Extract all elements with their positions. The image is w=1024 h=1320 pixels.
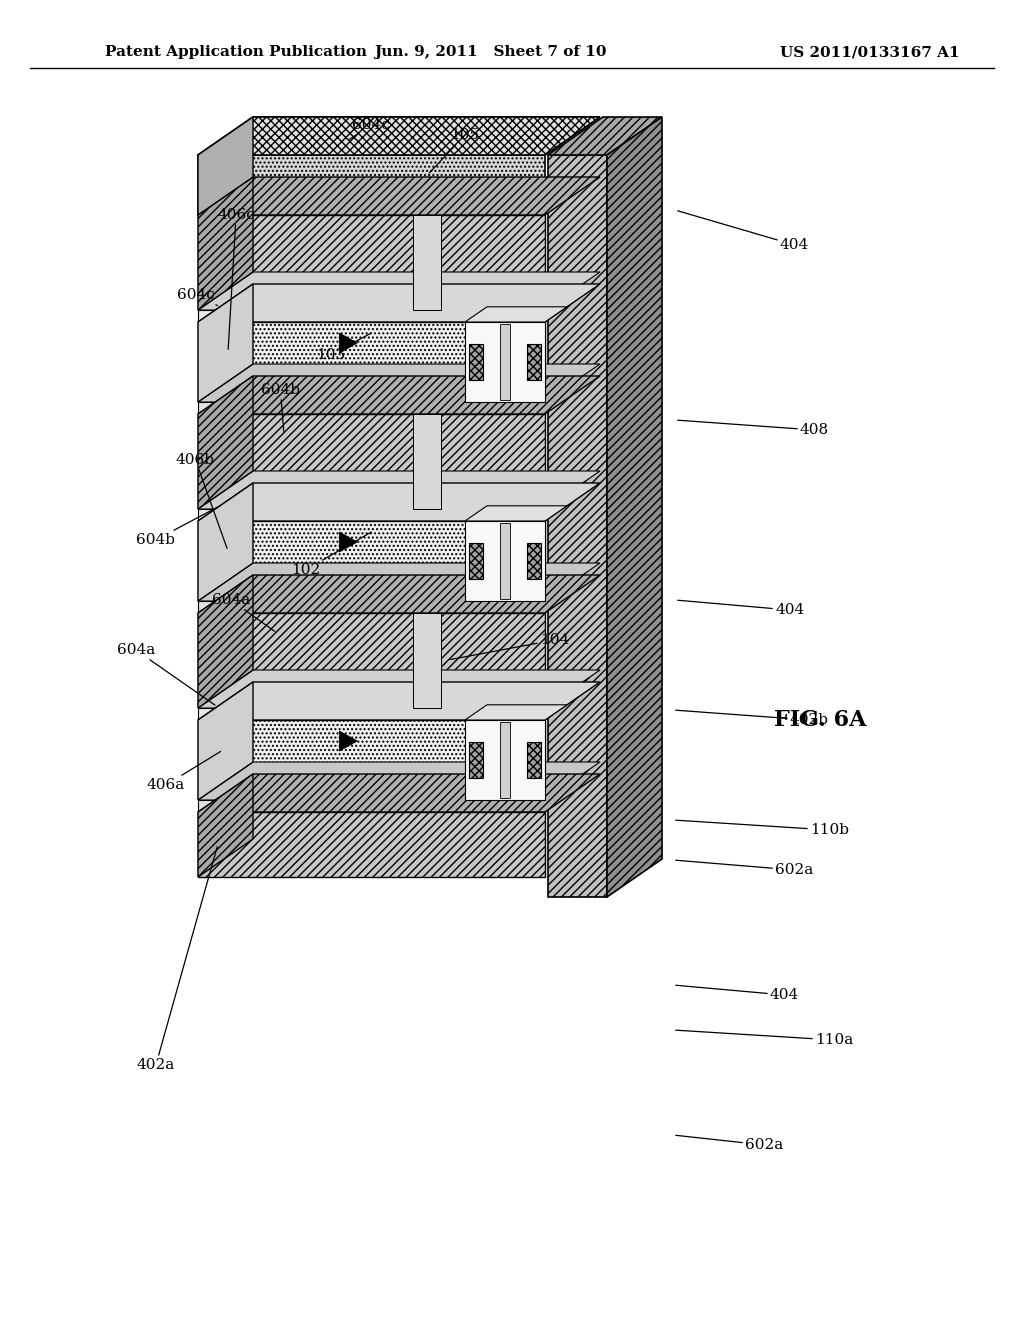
- Polygon shape: [607, 117, 662, 898]
- Polygon shape: [469, 742, 483, 777]
- Text: US 2011/0133167 A1: US 2011/0133167 A1: [780, 45, 959, 59]
- Text: 604b: 604b: [261, 383, 300, 432]
- Polygon shape: [198, 376, 253, 510]
- Polygon shape: [198, 364, 600, 403]
- Polygon shape: [548, 117, 662, 154]
- Polygon shape: [527, 343, 541, 380]
- Text: 102: 102: [291, 532, 372, 577]
- Polygon shape: [465, 719, 545, 800]
- Polygon shape: [469, 343, 483, 380]
- Polygon shape: [339, 731, 357, 751]
- Text: 104: 104: [451, 634, 569, 660]
- Text: 604a: 604a: [117, 643, 215, 705]
- Polygon shape: [198, 483, 600, 521]
- Text: 110b: 110b: [676, 820, 849, 837]
- Polygon shape: [198, 612, 545, 708]
- Polygon shape: [198, 774, 600, 812]
- Polygon shape: [469, 543, 483, 578]
- Polygon shape: [465, 306, 567, 322]
- Polygon shape: [198, 414, 545, 510]
- Polygon shape: [198, 671, 600, 708]
- Polygon shape: [198, 576, 600, 612]
- Text: FIG. 6A: FIG. 6A: [774, 709, 866, 731]
- Polygon shape: [548, 154, 607, 898]
- Text: 406c: 406c: [217, 209, 255, 350]
- Text: 402b: 402b: [676, 710, 829, 727]
- Polygon shape: [198, 483, 253, 601]
- Polygon shape: [198, 682, 600, 719]
- Text: 408: 408: [678, 420, 829, 437]
- Text: 604c: 604c: [177, 288, 217, 305]
- Text: 406b: 406b: [176, 453, 227, 548]
- Text: 402a: 402a: [137, 846, 217, 1072]
- Polygon shape: [500, 323, 510, 400]
- Text: 103: 103: [315, 333, 372, 362]
- Text: 604a: 604a: [212, 593, 274, 631]
- Text: 604c: 604c: [349, 117, 390, 140]
- Polygon shape: [465, 521, 545, 601]
- Polygon shape: [198, 521, 545, 601]
- Polygon shape: [198, 177, 600, 215]
- Polygon shape: [527, 742, 541, 777]
- Polygon shape: [198, 601, 545, 612]
- Text: 404: 404: [676, 985, 800, 1002]
- Polygon shape: [465, 705, 567, 719]
- Text: 406a: 406a: [146, 751, 220, 792]
- Text: 110a: 110a: [676, 1030, 853, 1047]
- Polygon shape: [198, 154, 545, 215]
- Polygon shape: [198, 284, 600, 322]
- Polygon shape: [198, 762, 600, 800]
- Text: 602a: 602a: [676, 1135, 783, 1152]
- Polygon shape: [198, 117, 253, 215]
- Polygon shape: [198, 682, 253, 800]
- Polygon shape: [198, 117, 600, 154]
- Polygon shape: [198, 272, 600, 310]
- Polygon shape: [500, 722, 510, 799]
- Polygon shape: [198, 719, 545, 800]
- Polygon shape: [198, 576, 253, 708]
- Text: 604b: 604b: [136, 507, 217, 546]
- Polygon shape: [198, 177, 253, 310]
- Text: 404: 404: [678, 211, 809, 252]
- Polygon shape: [500, 523, 510, 599]
- Polygon shape: [198, 310, 545, 322]
- Polygon shape: [198, 215, 545, 310]
- Text: Patent Application Publication: Patent Application Publication: [105, 45, 367, 59]
- Polygon shape: [198, 774, 253, 876]
- Text: 602a: 602a: [676, 861, 813, 876]
- Polygon shape: [198, 284, 253, 403]
- Polygon shape: [339, 532, 357, 552]
- Polygon shape: [198, 708, 545, 719]
- Text: Jun. 9, 2011   Sheet 7 of 10: Jun. 9, 2011 Sheet 7 of 10: [374, 45, 606, 59]
- Polygon shape: [527, 543, 541, 578]
- Text: 404: 404: [678, 601, 804, 616]
- Polygon shape: [198, 403, 545, 414]
- Polygon shape: [339, 333, 357, 352]
- Polygon shape: [465, 322, 545, 403]
- Polygon shape: [198, 800, 545, 812]
- Polygon shape: [198, 376, 600, 414]
- Polygon shape: [198, 117, 600, 154]
- Polygon shape: [198, 564, 600, 601]
- Polygon shape: [198, 812, 545, 876]
- Polygon shape: [413, 612, 441, 708]
- Polygon shape: [198, 471, 600, 510]
- Polygon shape: [465, 506, 567, 521]
- Text: 105: 105: [429, 128, 479, 173]
- Polygon shape: [198, 510, 545, 521]
- Polygon shape: [413, 414, 441, 510]
- Polygon shape: [413, 215, 441, 310]
- Polygon shape: [198, 322, 545, 403]
